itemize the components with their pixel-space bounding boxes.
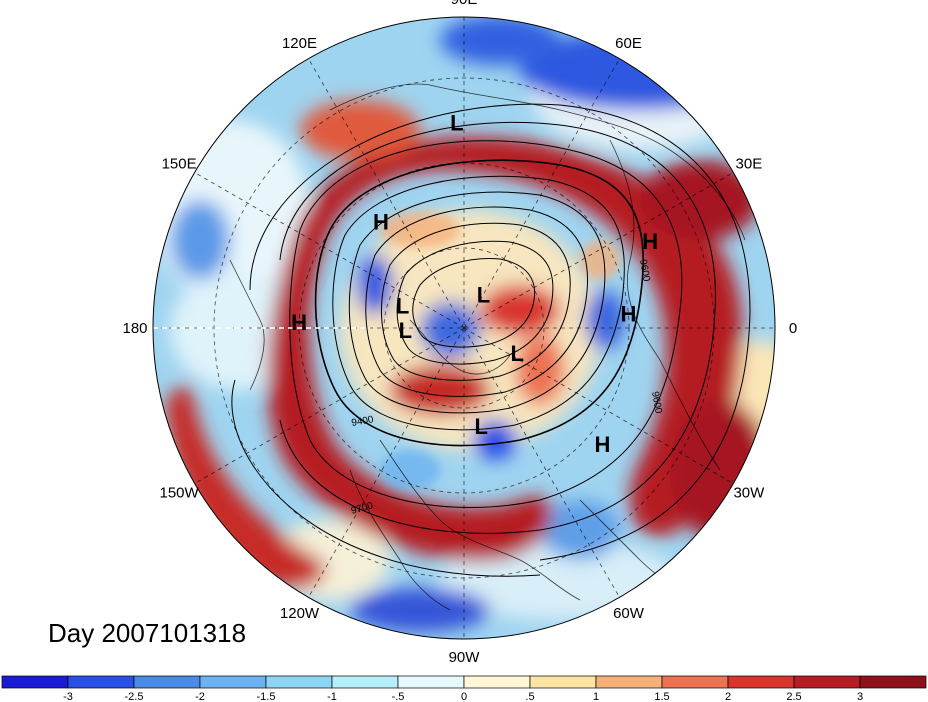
longitude-label: 0 xyxy=(789,320,797,337)
contour-label: 9400 xyxy=(351,414,375,429)
colorbar-tick-label: 0 xyxy=(461,691,467,702)
longitude-label: 30E xyxy=(736,156,763,173)
longitude-label: 150W xyxy=(160,485,200,502)
graticule xyxy=(153,17,775,639)
colorbar-tick-label: -3 xyxy=(63,691,73,702)
map-border xyxy=(152,16,776,640)
colorbar-tick-label: -1 xyxy=(327,691,337,702)
colorbar-tick-label: 1 xyxy=(593,691,599,702)
colorbar-swatch xyxy=(463,675,531,689)
colorbar-swatch xyxy=(133,675,201,689)
longitude-label: 120E xyxy=(282,35,317,52)
colorbar-tick-label: 1.5 xyxy=(654,691,669,702)
colorbar-swatch xyxy=(265,675,333,689)
low-pressure-label: L xyxy=(474,414,487,439)
low-pressure-label: L xyxy=(477,282,490,307)
colorbar-swatch xyxy=(727,675,795,689)
high-pressure-label: H xyxy=(620,302,636,327)
colorbar-tick-label: .5 xyxy=(525,691,534,702)
colorbar-tick-label: -.5 xyxy=(392,691,405,702)
day-label: Day 2007101318 xyxy=(48,618,247,648)
longitude-label: 60W xyxy=(613,605,645,622)
colorbar-tick-label: 2.5 xyxy=(786,691,801,702)
high-pressure-label: H xyxy=(291,310,307,335)
colorbar-tick-label: 3 xyxy=(857,691,863,702)
colorbar-swatch xyxy=(529,675,597,689)
longitude-label: 90W xyxy=(449,649,481,666)
colorbar-tick-label: -2 xyxy=(195,691,205,702)
colorbar-swatch xyxy=(331,675,399,689)
contour-label: 9600 xyxy=(637,259,652,283)
colorbar-swatch xyxy=(199,675,267,689)
colorbar-swatch xyxy=(793,675,861,689)
low-pressure-label: L xyxy=(510,341,523,366)
colorbar-tick-label: -1.5 xyxy=(257,691,276,702)
longitude-label: 120W xyxy=(280,605,320,622)
colorbar: -3 -2.5 -2 -1.5 -1 -.5 0 .5 1 1.5 2 2.5 3 xyxy=(1,675,927,702)
longitude-label: 150E xyxy=(162,156,197,173)
high-pressure-label: H xyxy=(642,229,658,254)
colorbar-tick-label: -2.5 xyxy=(125,691,144,702)
high-pressure-label: H xyxy=(373,210,389,235)
colorbar-swatch xyxy=(1,675,69,689)
colorbar-swatch xyxy=(397,675,465,689)
anomaly-field xyxy=(153,17,775,639)
longitude-label: 30W xyxy=(733,485,765,502)
height-contours xyxy=(231,103,751,577)
colorbar-tick-label: 2 xyxy=(725,691,731,702)
low-pressure-label: L xyxy=(399,318,412,343)
colorbar-swatch xyxy=(661,675,729,689)
colorbar-swatch xyxy=(595,675,663,689)
colorbar-swatch xyxy=(859,675,927,689)
longitude-labels: 90E 60E 30E 0 30W 60W 90W 120W 150W 180 150E 120E xyxy=(122,0,797,666)
colorbar-swatch xyxy=(67,675,135,689)
high-pressure-label: H xyxy=(595,432,611,457)
low-pressure-label: L xyxy=(396,294,409,319)
longitude-label: 60E xyxy=(615,35,642,52)
longitude-label: 90E xyxy=(451,0,478,8)
longitude-label: 180 xyxy=(122,320,147,337)
contour-label: 9600 xyxy=(649,391,664,415)
low-pressure-label: L xyxy=(450,111,463,136)
